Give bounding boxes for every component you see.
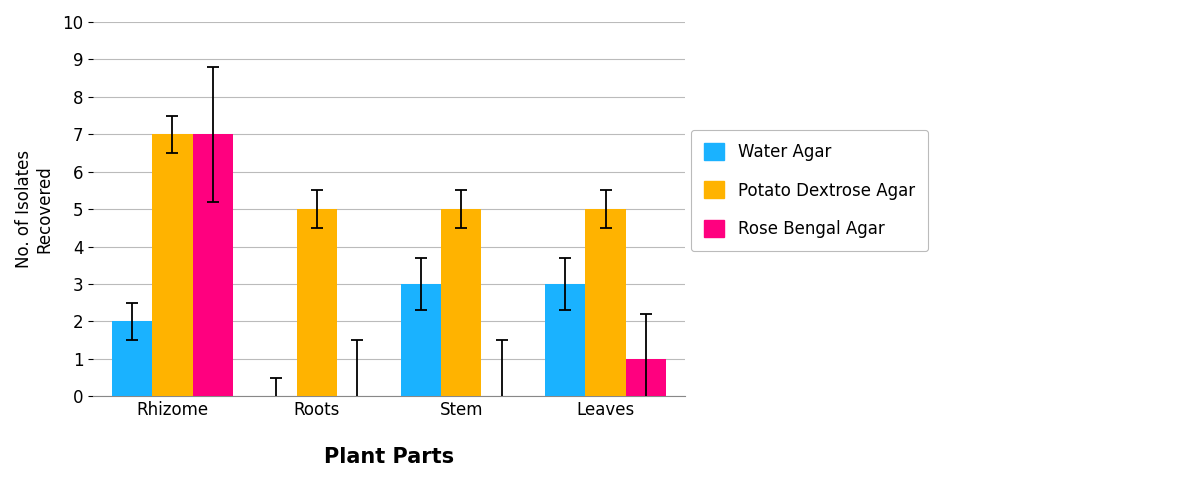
Bar [153,134,193,396]
X-axis label: Plant Parts: Plant Parts [324,447,454,467]
Bar [545,284,586,396]
Bar [111,321,153,396]
Legend: Water Agar, Potato Dextrose Agar, Rose Bengal Agar: Water Agar, Potato Dextrose Agar, Rose B… [691,130,929,251]
Bar [193,134,233,396]
Y-axis label: No. of Isolates
Recovered: No. of Isolates Recovered [15,150,53,268]
Bar [297,209,337,396]
Bar [586,209,626,396]
Bar [441,209,481,396]
Bar [626,359,666,396]
Bar [401,284,441,396]
